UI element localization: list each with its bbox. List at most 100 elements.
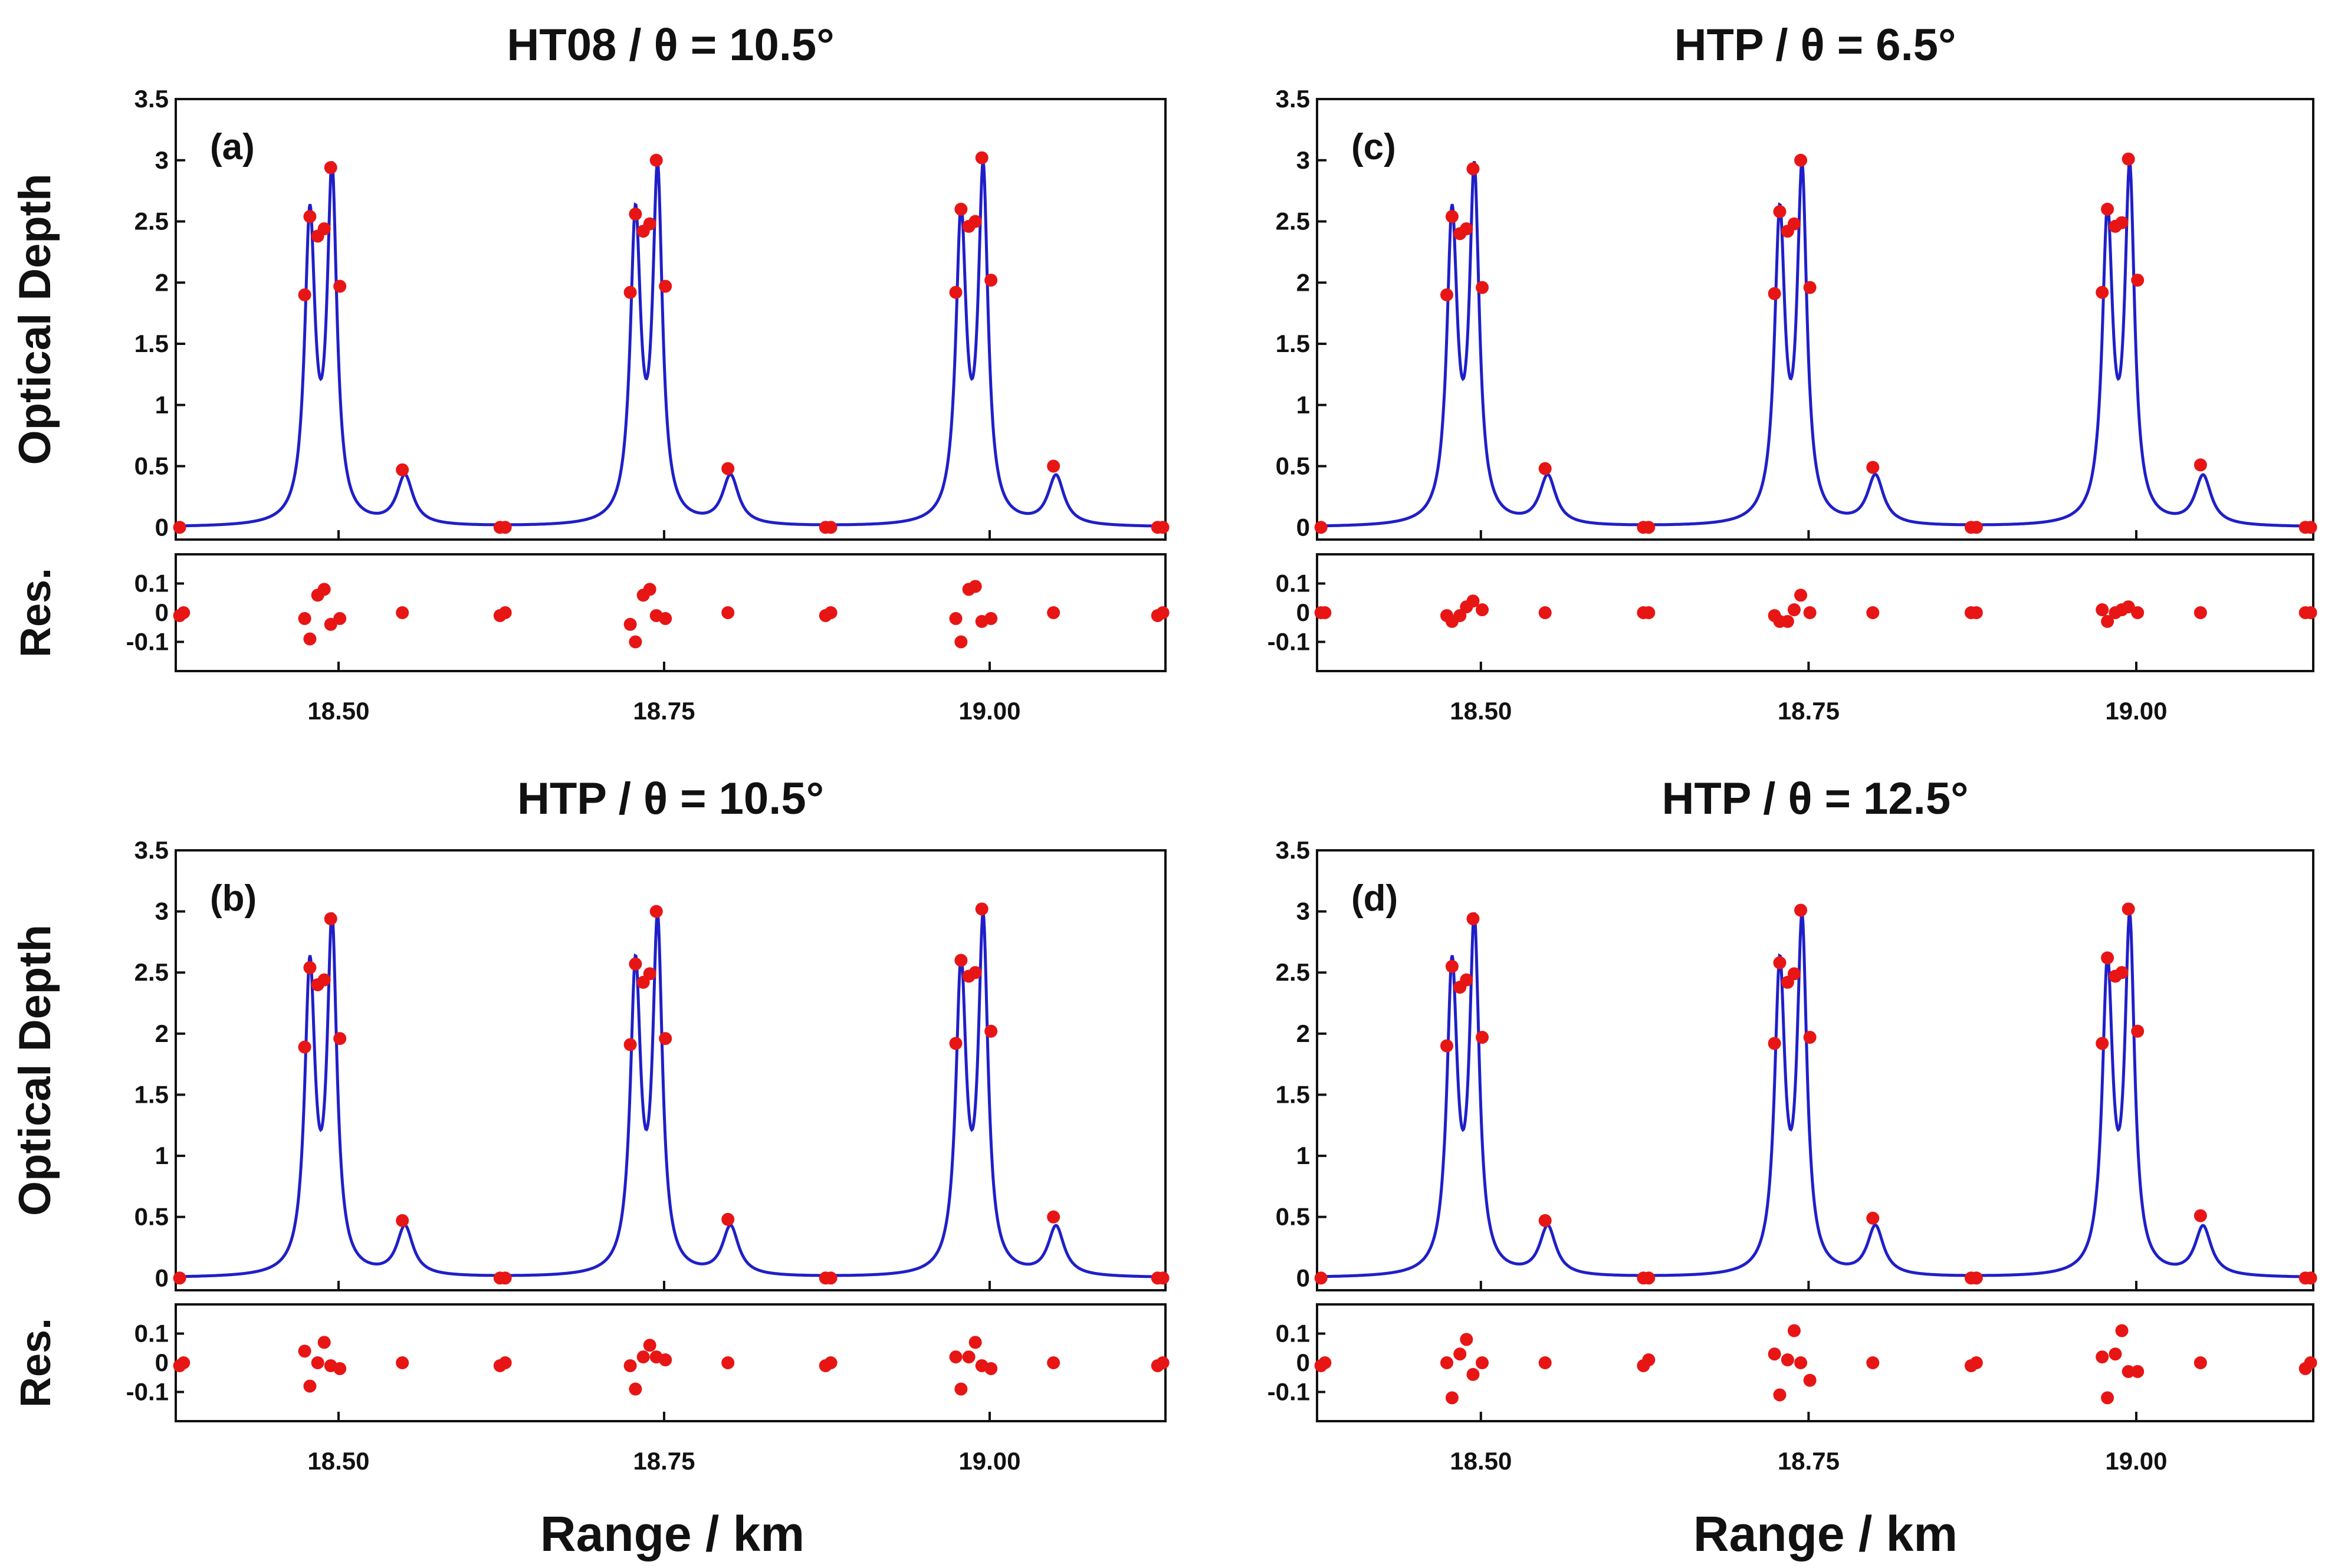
residual-point <box>824 1356 838 1369</box>
residual-point <box>1787 603 1801 617</box>
data-point <box>968 966 982 979</box>
data-point <box>643 217 656 231</box>
residual-point <box>2109 1347 2122 1361</box>
data-point <box>1969 1271 1983 1285</box>
y-tick-label: 0 <box>1296 513 1310 541</box>
data-point <box>1047 1210 1060 1224</box>
data-point <box>396 463 409 476</box>
residual-point <box>1969 1356 1983 1369</box>
data-point <box>721 1212 735 1226</box>
y-tick-label: 0 <box>155 1264 169 1291</box>
residual-axis-label: Res. <box>12 1318 60 1408</box>
panel-label: (c) <box>1351 127 1396 167</box>
residual-point <box>2101 1391 2114 1405</box>
y-tick-label: 3 <box>1296 898 1310 925</box>
residual-point <box>954 635 968 649</box>
residual-point <box>2096 603 2109 617</box>
residual-point <box>298 1345 311 1358</box>
residual-point <box>1156 1356 1170 1369</box>
residual-point <box>1538 1356 1552 1369</box>
data-point <box>1787 217 1801 231</box>
model-curve <box>176 910 1165 1278</box>
data-point <box>2101 951 2114 965</box>
data-point <box>298 1040 311 1054</box>
residual-point <box>968 1336 982 1349</box>
data-point <box>1047 459 1060 473</box>
data-point <box>2304 521 2317 534</box>
residual-point <box>949 612 963 625</box>
residual-y-tick-label: 0.1 <box>1276 570 1310 597</box>
chart-panel-b: HTP / θ = 10.5°(b)00.511.522.533.50.10-0… <box>10 774 1170 1475</box>
residual-point <box>1781 614 1794 628</box>
data-point <box>396 1214 409 1227</box>
residual-point <box>2115 1324 2129 1337</box>
residual-point <box>2096 1350 2109 1364</box>
data-point <box>2096 285 2109 299</box>
data-point <box>629 208 642 221</box>
residual-point <box>1642 1353 1656 1367</box>
x-tick-label: 18.50 <box>1450 697 1512 725</box>
residual-point <box>303 1379 317 1393</box>
data-point <box>1794 153 1808 167</box>
residual-point <box>984 612 998 625</box>
residual-point <box>396 1356 409 1369</box>
y-tick-label: 0.5 <box>1276 1203 1310 1231</box>
x-tick-label: 18.75 <box>633 1447 695 1475</box>
data-point <box>975 902 989 916</box>
residual-point <box>2304 1356 2317 1369</box>
y-tick-label: 2.5 <box>134 208 169 235</box>
panel-label: (b) <box>210 878 257 919</box>
data-point <box>317 973 331 987</box>
data-point <box>1440 1039 1454 1053</box>
residual-point <box>1768 1347 1781 1361</box>
x-tick-label: 18.75 <box>1778 697 1840 725</box>
residual-point <box>1538 606 1552 619</box>
x-tick-label: 18.75 <box>633 697 695 725</box>
chart-title: HT08 / θ = 10.5° <box>507 20 834 70</box>
residual-point <box>1047 606 1060 619</box>
y-tick-label: 2 <box>155 1020 169 1047</box>
residual-point <box>303 632 317 646</box>
data-point <box>984 274 998 287</box>
residual-y-tick-label: 0.1 <box>134 570 169 597</box>
residual-point <box>2122 1365 2135 1378</box>
residual-point <box>1318 606 1332 619</box>
data-point <box>2115 966 2129 979</box>
data-point <box>2131 274 2145 287</box>
data-point <box>1642 1271 1656 1285</box>
data-point <box>949 285 963 299</box>
model-curve <box>176 159 1166 528</box>
residual-point <box>177 606 191 619</box>
residual-point <box>659 1353 672 1367</box>
residual-point <box>824 606 838 619</box>
data-point <box>2122 902 2135 916</box>
data-point <box>1768 287 1781 300</box>
data-point <box>1466 162 1480 176</box>
data-point <box>303 210 317 223</box>
residual-point <box>968 580 982 593</box>
residual-point <box>1787 1324 1801 1337</box>
data-point <box>623 1038 637 1051</box>
data-point <box>629 957 642 971</box>
x-tick-label: 18.50 <box>307 697 369 725</box>
plot-area-frame <box>1316 98 2314 541</box>
y-tick-label: 1 <box>155 1142 169 1169</box>
residual-point <box>659 612 672 625</box>
y-tick-label: 2 <box>1296 268 1310 296</box>
panel-label: (d) <box>1351 878 1398 919</box>
residual-point <box>333 1362 347 1375</box>
data-point <box>643 967 656 981</box>
data-point <box>1773 205 1787 218</box>
residual-point <box>949 1350 963 1364</box>
x-tick-label: 18.50 <box>1450 1447 1512 1475</box>
residual-point <box>1476 603 1489 617</box>
data-point <box>649 153 663 167</box>
chart-panel-c: HTP / θ = 6.5°(c)00.511.522.533.50.10-0.… <box>1267 20 2317 725</box>
residual-point <box>1453 1347 1467 1361</box>
data-point <box>2193 458 2207 472</box>
residual-point <box>1781 1353 1794 1367</box>
data-point <box>659 280 672 293</box>
residual-y-tick-label: 0 <box>1296 1349 1310 1376</box>
y-tick-label: 0.5 <box>134 1203 169 1231</box>
residual-point <box>1803 606 1817 619</box>
